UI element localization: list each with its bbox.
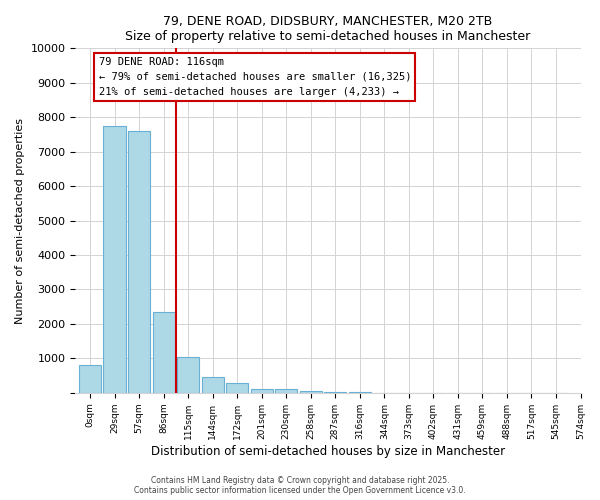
Bar — [152, 312, 175, 393]
Bar — [275, 390, 297, 393]
X-axis label: Distribution of semi-detached houses by size in Manchester: Distribution of semi-detached houses by … — [151, 444, 505, 458]
Text: 79 DENE ROAD: 116sqm
← 79% of semi-detached houses are smaller (16,325)
21% of s: 79 DENE ROAD: 116sqm ← 79% of semi-detac… — [98, 57, 411, 96]
Bar — [79, 366, 101, 393]
Bar — [324, 392, 346, 393]
Bar — [202, 378, 224, 393]
Text: Contains HM Land Registry data © Crown copyright and database right 2025.
Contai: Contains HM Land Registry data © Crown c… — [134, 476, 466, 495]
Y-axis label: Number of semi-detached properties: Number of semi-detached properties — [15, 118, 25, 324]
Bar — [177, 356, 199, 393]
Bar — [299, 391, 322, 393]
Title: 79, DENE ROAD, DIDSBURY, MANCHESTER, M20 2TB
Size of property relative to semi-d: 79, DENE ROAD, DIDSBURY, MANCHESTER, M20… — [125, 15, 530, 43]
Bar — [251, 388, 273, 393]
Bar — [128, 131, 150, 393]
Bar — [349, 392, 371, 393]
Bar — [103, 126, 125, 393]
Bar — [226, 383, 248, 393]
